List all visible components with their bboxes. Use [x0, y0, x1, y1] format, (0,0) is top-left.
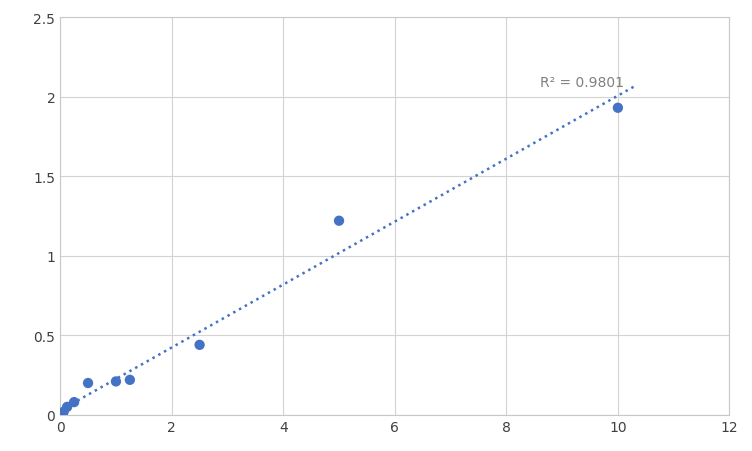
- Point: [124, 377, 136, 384]
- Point: [61, 403, 73, 410]
- Point: [58, 408, 70, 415]
- Point: [54, 411, 66, 419]
- Point: [193, 341, 205, 349]
- Point: [110, 378, 122, 385]
- Point: [612, 105, 624, 112]
- Point: [333, 218, 345, 225]
- Point: [82, 380, 94, 387]
- Point: [68, 399, 80, 406]
- Text: R² = 0.9801: R² = 0.9801: [540, 75, 624, 89]
